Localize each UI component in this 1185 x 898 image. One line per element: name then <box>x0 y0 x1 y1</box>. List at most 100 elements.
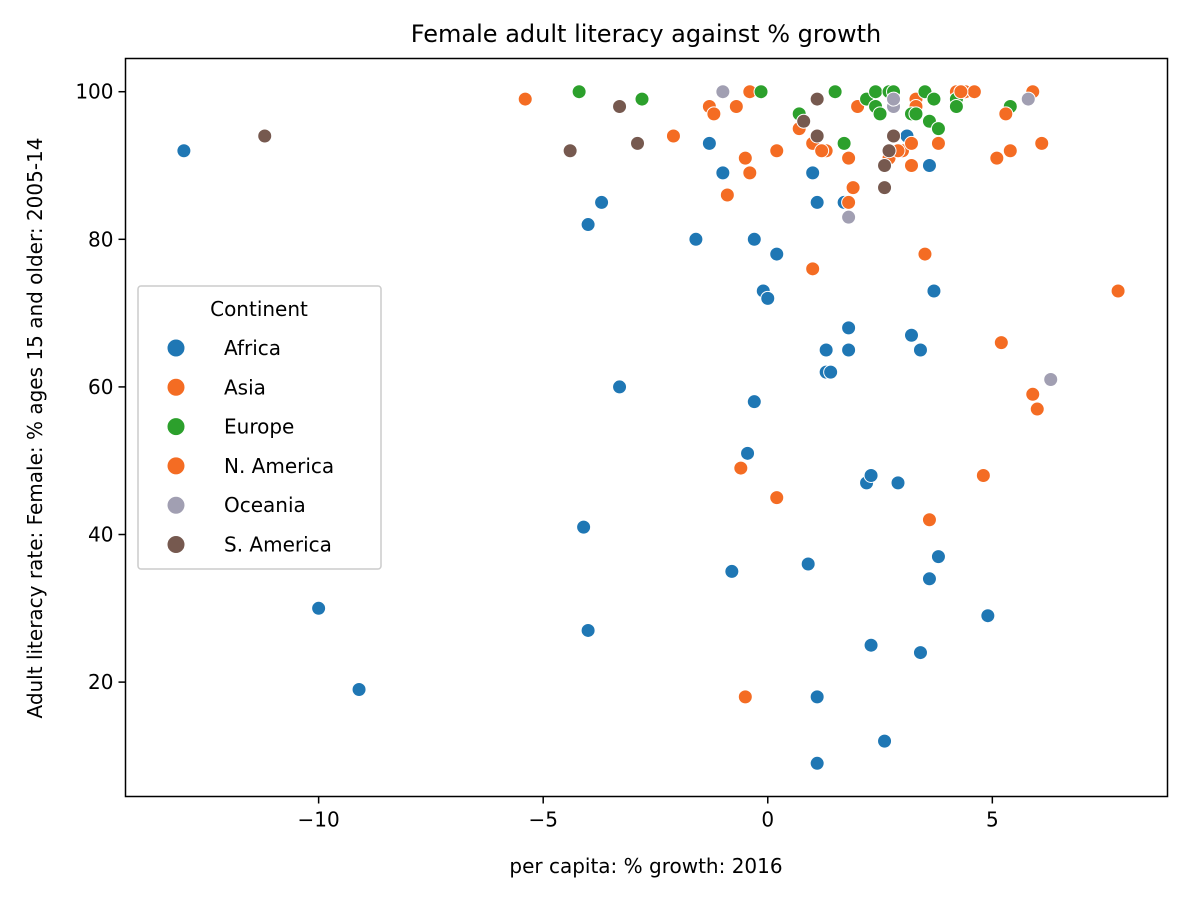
data-point <box>760 290 776 306</box>
legend-marker <box>166 535 186 554</box>
data-point <box>809 128 825 144</box>
data-point <box>769 143 785 159</box>
data-point <box>912 645 928 661</box>
data-point <box>863 467 879 483</box>
legend-marker <box>166 338 186 358</box>
data-point <box>719 187 735 203</box>
data-point <box>863 637 879 653</box>
data-point <box>841 209 857 225</box>
data-point <box>872 106 888 122</box>
data-point <box>665 128 681 144</box>
data-point <box>701 135 717 151</box>
data-point <box>1110 283 1126 299</box>
data-point <box>580 217 596 233</box>
series-n-america <box>814 84 1014 159</box>
data-point <box>912 342 928 358</box>
data-point <box>809 91 825 107</box>
data-point <box>881 143 897 159</box>
data-point <box>877 733 893 749</box>
plot-area <box>176 84 1126 771</box>
legend-label: S. America <box>224 533 332 557</box>
data-point <box>917 246 933 262</box>
y-tick-label: 20 <box>88 670 113 694</box>
data-point <box>836 135 852 151</box>
data-point <box>257 128 273 144</box>
data-point <box>903 135 919 151</box>
data-point <box>737 150 753 166</box>
data-point <box>728 98 744 114</box>
data-point <box>706 106 722 122</box>
data-point <box>351 681 367 697</box>
data-point <box>908 106 924 122</box>
data-point <box>176 143 192 159</box>
legend-marker <box>166 417 186 437</box>
x-tick-label: 5 <box>986 808 999 832</box>
data-point <box>724 563 740 579</box>
legend-label: Asia <box>224 375 266 399</box>
x-tick-label: −5 <box>528 808 557 832</box>
data-point <box>800 556 816 572</box>
data-point <box>715 84 731 100</box>
data-point <box>571 84 587 100</box>
data-point <box>930 121 946 137</box>
data-point <box>688 231 704 247</box>
y-tick-label: 80 <box>88 227 113 251</box>
series-oceania <box>715 84 1059 388</box>
data-point <box>966 84 982 100</box>
axes-frame <box>124 57 1169 798</box>
data-point <box>796 113 812 129</box>
data-point <box>769 246 785 262</box>
data-point <box>805 165 821 181</box>
data-point <box>989 150 1005 166</box>
data-point <box>805 261 821 277</box>
x-axis-label: per capita: % growth: 2016 <box>509 854 782 878</box>
data-point <box>823 364 839 380</box>
data-point <box>580 622 596 638</box>
axes: −10 −5 0 5 20 40 60 80 100 <box>75 80 998 832</box>
data-point <box>517 91 533 107</box>
data-point <box>809 194 825 210</box>
data-point <box>715 165 731 181</box>
data-point <box>746 394 762 410</box>
data-point <box>769 490 785 506</box>
legend-label: N. America <box>224 454 334 478</box>
data-point <box>1029 401 1045 417</box>
chart-title: Female adult literacy against % growth <box>411 20 881 48</box>
data-point <box>818 342 834 358</box>
series-africa <box>176 128 996 771</box>
data-point <box>868 84 884 100</box>
data-point <box>737 689 753 705</box>
data-point <box>975 467 991 483</box>
data-point <box>612 98 628 114</box>
data-point <box>993 335 1009 351</box>
x-tick-label: 0 <box>761 808 774 832</box>
data-point <box>809 755 825 771</box>
data-point <box>1043 372 1059 388</box>
data-point <box>742 165 758 181</box>
data-point <box>612 379 628 395</box>
data-point <box>980 608 996 624</box>
data-point <box>1002 143 1018 159</box>
data-point <box>841 194 857 210</box>
data-point <box>841 342 857 358</box>
data-point <box>886 91 902 107</box>
data-point <box>890 475 906 491</box>
data-point <box>930 135 946 151</box>
data-point <box>562 143 578 159</box>
data-point <box>827 84 843 100</box>
data-point <box>1025 386 1041 402</box>
data-point <box>1020 91 1036 107</box>
data-point <box>998 106 1014 122</box>
legend: Continent Africa Asia Europe N. America Ocea… <box>137 285 382 570</box>
data-point <box>926 91 942 107</box>
data-point <box>634 91 650 107</box>
x-tick-label: −10 <box>298 808 340 832</box>
y-tick-label: 40 <box>88 523 113 547</box>
y-axis-label: Adult literacy rate: Female: % ages 15 a… <box>23 137 47 718</box>
y-tick-label: 100 <box>75 80 113 104</box>
legend-marker <box>166 377 186 397</box>
data-point <box>903 158 919 174</box>
data-point <box>930 549 946 565</box>
data-point <box>630 135 646 151</box>
